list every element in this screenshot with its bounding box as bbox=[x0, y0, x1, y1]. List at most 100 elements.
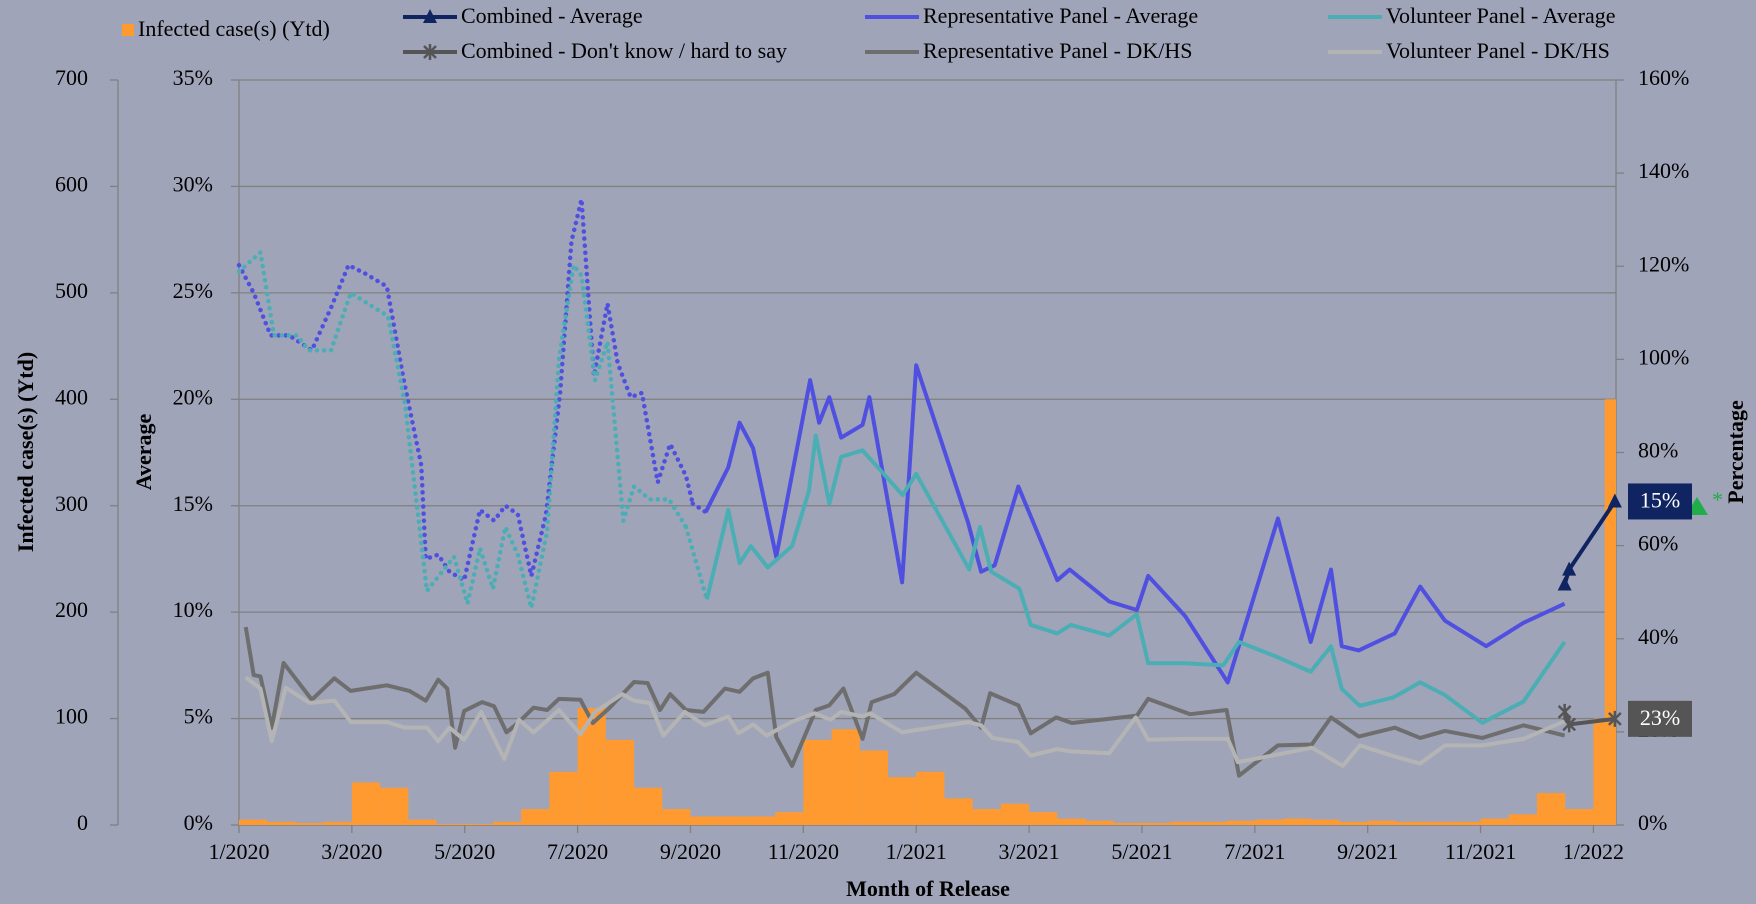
legend-label: Volunteer Panel - DK/HS bbox=[1386, 38, 1610, 63]
x-tick-label: 1/2020 bbox=[208, 839, 269, 864]
y3-tick-label: 40% bbox=[1638, 624, 1678, 649]
y3-tick-label: 60% bbox=[1638, 531, 1678, 556]
bar bbox=[831, 729, 860, 825]
point-marker bbox=[1607, 710, 1622, 727]
y-tick-label: 300 bbox=[55, 491, 88, 516]
line bbox=[704, 433, 1567, 725]
y-tick-label: 700 bbox=[55, 65, 88, 90]
line-connector bbox=[683, 524, 710, 602]
bar bbox=[1424, 821, 1453, 825]
y2-tick-label: 10% bbox=[173, 597, 213, 622]
x-tick-label: 1/2021 bbox=[886, 839, 947, 864]
line bbox=[243, 626, 1566, 778]
bar bbox=[380, 787, 409, 825]
line-connector bbox=[690, 501, 708, 515]
bar bbox=[1113, 822, 1142, 825]
bar bbox=[1283, 818, 1312, 825]
value-label: 15% bbox=[1640, 488, 1680, 513]
bar bbox=[718, 816, 747, 825]
legend-label: Representative Panel - Average bbox=[923, 3, 1198, 28]
point-marker bbox=[1562, 561, 1577, 576]
line-dotted bbox=[236, 250, 689, 611]
x-tick-label: 3/2020 bbox=[321, 839, 382, 864]
x-tick-label: 5/2020 bbox=[434, 839, 495, 864]
y3-tick-label: 120% bbox=[1638, 251, 1689, 276]
bar bbox=[1565, 809, 1594, 825]
bar bbox=[1339, 821, 1368, 825]
bar bbox=[803, 739, 832, 825]
point-marker bbox=[1557, 576, 1572, 591]
bar bbox=[1085, 820, 1114, 825]
bar bbox=[549, 771, 578, 825]
y3-axis-title: Percentage bbox=[1723, 400, 1748, 504]
x-tick-label: 5/2021 bbox=[1111, 839, 1172, 864]
y-tick-label: 600 bbox=[55, 171, 88, 196]
x-tick-label: 7/2021 bbox=[1224, 839, 1285, 864]
bar bbox=[746, 816, 776, 825]
y2-tick-label: 30% bbox=[173, 171, 213, 196]
bar bbox=[887, 777, 917, 825]
y-tick-label: 100 bbox=[55, 704, 88, 729]
bar bbox=[1198, 821, 1227, 825]
legend-label: Infected case(s) (Ytd) bbox=[138, 16, 330, 41]
bar bbox=[1593, 718, 1605, 825]
legend-label: Combined - Average bbox=[461, 3, 643, 28]
y2-tick-label: 15% bbox=[173, 491, 213, 516]
y3-tick-label: 80% bbox=[1638, 438, 1678, 463]
y2-tick-label: 20% bbox=[173, 384, 213, 409]
y-tick-label: 500 bbox=[55, 278, 88, 303]
bar bbox=[492, 821, 522, 825]
bar bbox=[634, 787, 663, 825]
legend-marker bbox=[423, 44, 437, 60]
note: * bbox=[1712, 487, 1723, 512]
x-tick-label: 9/2020 bbox=[660, 839, 721, 864]
bar bbox=[1536, 793, 1566, 825]
bar bbox=[605, 739, 635, 825]
y2-tick-label: 25% bbox=[173, 278, 213, 303]
x-tick-label: 3/2021 bbox=[999, 839, 1060, 864]
bar bbox=[1452, 821, 1481, 825]
bar bbox=[1311, 819, 1340, 825]
legend-marker bbox=[423, 9, 437, 23]
y-axis-title: Infected case(s) (Ytd) bbox=[13, 352, 38, 552]
y-tick-label: 400 bbox=[55, 384, 88, 409]
legend-swatch bbox=[122, 24, 134, 36]
y2-tick-label: 0% bbox=[184, 810, 213, 835]
bar bbox=[577, 707, 606, 825]
y3-tick-label: 160% bbox=[1638, 65, 1689, 90]
bar bbox=[408, 819, 437, 825]
bar bbox=[1254, 819, 1284, 825]
point-marker bbox=[1557, 703, 1572, 720]
x-tick-label: 7/2020 bbox=[547, 839, 608, 864]
y-tick-label: 200 bbox=[55, 597, 88, 622]
y-tick-label: 0 bbox=[77, 810, 88, 835]
line bbox=[244, 675, 1566, 768]
bar bbox=[1029, 812, 1058, 825]
line bbox=[703, 363, 1566, 685]
bar bbox=[295, 822, 324, 825]
line-dotted bbox=[236, 196, 695, 583]
bar bbox=[1141, 822, 1171, 825]
bar bbox=[775, 812, 804, 825]
legend-label: Volunteer Panel - Average bbox=[1386, 3, 1616, 28]
point-marker bbox=[1562, 716, 1577, 733]
bar bbox=[859, 750, 888, 825]
bar bbox=[944, 798, 973, 825]
x-tick-label: 9/2021 bbox=[1337, 839, 1398, 864]
y3-tick-label: 140% bbox=[1638, 158, 1689, 183]
bar bbox=[972, 809, 1001, 825]
bar bbox=[464, 823, 493, 825]
bar bbox=[239, 819, 268, 825]
bar bbox=[916, 771, 945, 825]
y2-axis-title: Average bbox=[131, 413, 156, 490]
bar bbox=[690, 816, 719, 825]
y3-tick-label: 100% bbox=[1638, 344, 1689, 369]
bar bbox=[662, 809, 691, 825]
bar bbox=[1057, 818, 1086, 825]
y2-tick-label: 5% bbox=[184, 704, 213, 729]
y2-tick-label: 35% bbox=[173, 65, 213, 90]
value-label: 23% bbox=[1640, 705, 1680, 730]
bar bbox=[1395, 821, 1425, 825]
y3-tick-label: 0% bbox=[1638, 810, 1667, 835]
